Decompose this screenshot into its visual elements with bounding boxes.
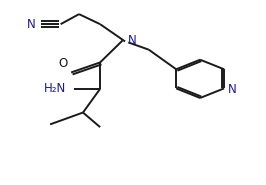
Text: N: N	[228, 83, 237, 96]
Text: N: N	[128, 34, 137, 47]
Text: O: O	[58, 57, 67, 70]
Text: H₂N: H₂N	[44, 82, 66, 95]
Text: N: N	[27, 18, 36, 31]
